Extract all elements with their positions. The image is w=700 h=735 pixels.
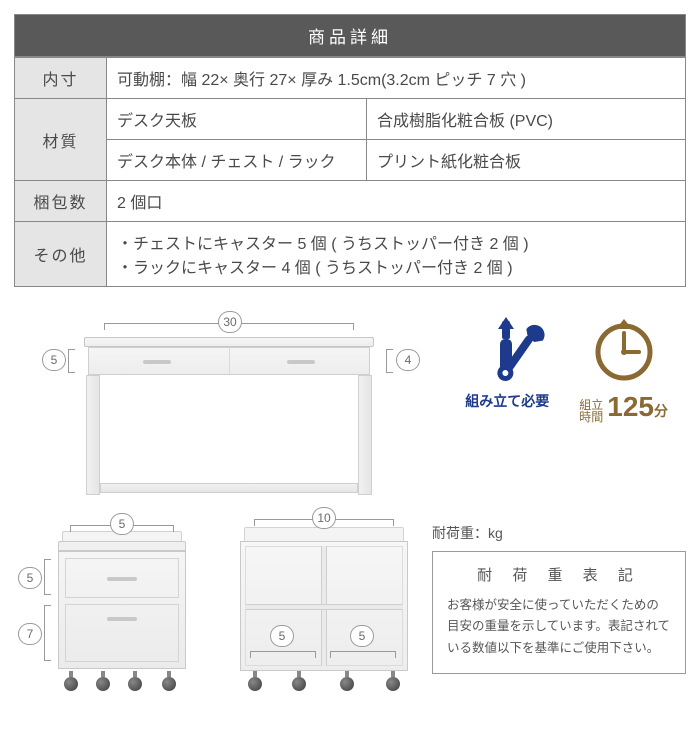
assembly-label: 組み立て必要 [465,391,549,411]
other-line2: ・ラックにキャスター 4 個 ( うちストッパー付き 2 個 ) [117,254,675,278]
load-box-body: お客様が安全に使っていただくための目安の重量を示しています。表記されている数値以… [447,595,671,659]
chest-cap-left2: 7 [18,623,42,645]
material-r2-left: デスク本体 / チェスト / ラック [107,140,367,181]
chest-diagram [58,541,186,691]
assembly-time-value: 125分 [607,391,668,423]
rack-in-br2 [330,651,396,657]
load-box-title: 耐 荷 重 表 記 [447,564,671,585]
rack-cap-in-left: 5 [270,625,294,647]
row-material-label: 材質 [15,99,107,181]
row-packages-label: 梱包数 [15,181,107,222]
row-other-value: ・チェストにキャスター 5 個 ( うちストッパー付き 2 個 ) ・ラックにキ… [107,222,686,287]
desk-cap-right: 4 [396,349,420,371]
row-inner-value: 可動棚：幅 22× 奥行 27× 厚み 1.5cm(3.2cm ピッチ 7 穴 … [107,58,686,99]
desk-left-bracket [68,349,74,373]
detail-table: 内寸 可動棚：幅 22× 奥行 27× 厚み 1.5cm(3.2cm ピッチ 7… [14,57,686,287]
row-inner-label: 内寸 [15,58,107,99]
chest-cap-left1: 5 [18,567,42,589]
rack-diagram [240,531,408,691]
detail-header: 商品詳細 [14,14,686,57]
diagram-area: 30 5 4 5 5 7 [14,305,686,735]
rack-cap-top: 10 [312,507,336,529]
desk-diagram [84,337,374,497]
chest-left-bracket1 [44,559,50,595]
material-r1-right: 合成樹脂化粧合板 (PVC) [367,99,686,140]
row-other-label: その他 [15,222,107,287]
desk-cap-left: 5 [42,349,66,371]
desk-right-bracket [386,349,392,373]
other-line1: ・チェストにキャスター 5 個 ( うちストッパー付き 2 個 ) [117,230,675,254]
material-r1-left: デスク天板 [107,99,367,140]
rack-cap-in-right: 5 [350,625,374,647]
tools-icon [468,315,546,385]
chest-left-bracket2 [44,605,50,661]
load-line-label: 耐荷重：kg [432,523,503,543]
assembly-badges: 組み立て必要 組立 時間 125分 [465,315,668,423]
chest-cap-top: 5 [110,513,134,535]
row-packages-value: 2 個口 [107,181,686,222]
desk-cap-top: 30 [218,311,242,333]
clock-icon [585,315,663,385]
rack-in-br1 [250,651,316,657]
material-r2-right: プリント紙化粧合板 [367,140,686,181]
load-box: 耐 荷 重 表 記 お客様が安全に使っていただくための目安の重量を示しています。… [432,551,686,674]
assembly-time-caption: 組立 時間 [579,399,603,423]
